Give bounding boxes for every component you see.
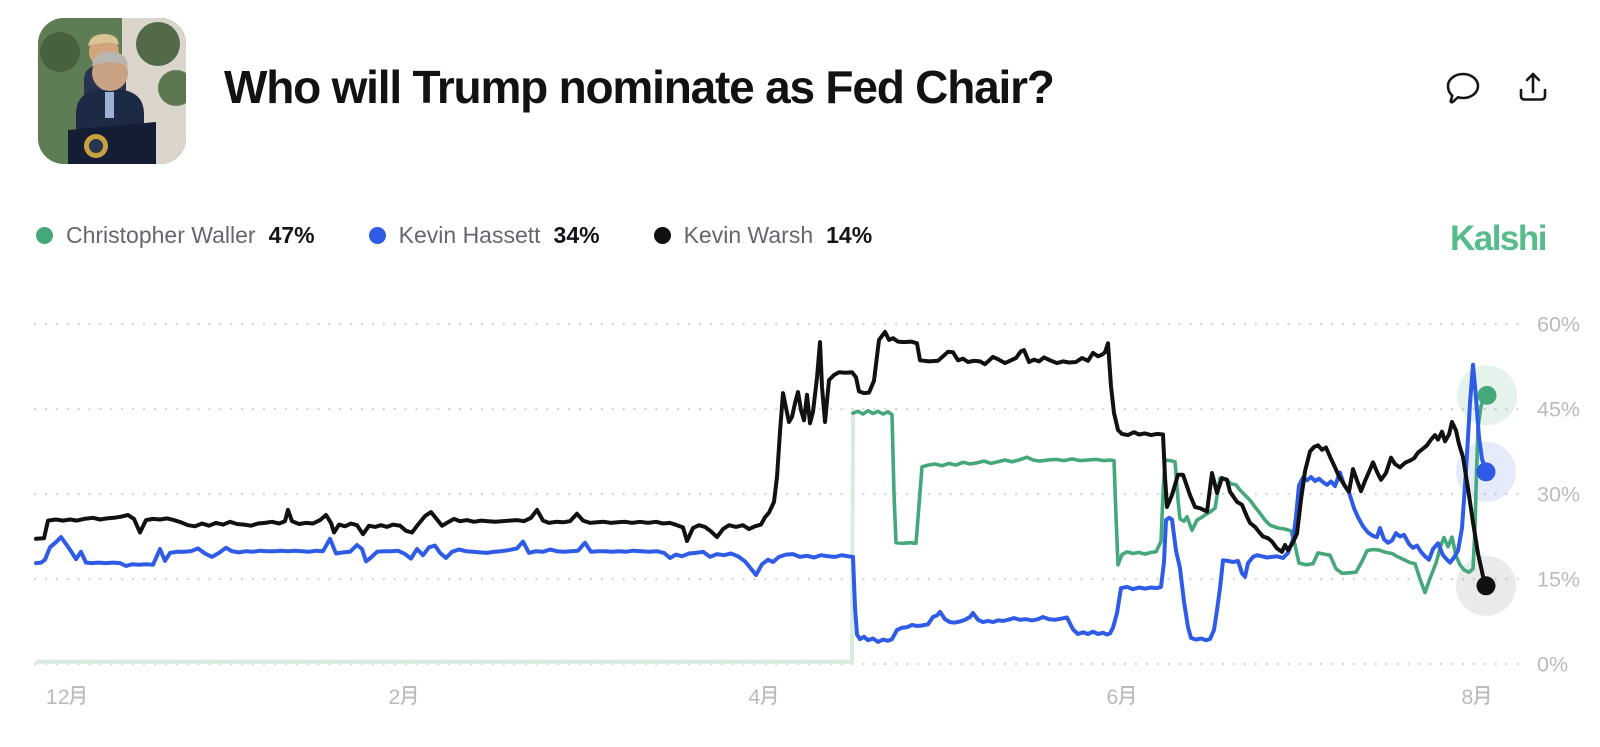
month-glyph-icon bbox=[1118, 686, 1135, 705]
series-line-waller-prelaunch bbox=[36, 412, 855, 664]
end-dot-christopher-waller bbox=[1477, 385, 1497, 405]
legend-item-hassett[interactable]: Kevin Hassett 34% bbox=[368, 222, 600, 249]
x-tick-label: 8 bbox=[1461, 685, 1473, 709]
legend-name: Kevin Warsh bbox=[683, 222, 814, 248]
month-glyph-icon bbox=[69, 686, 85, 705]
month-glyph-icon bbox=[1473, 686, 1490, 705]
hassett-dot-icon bbox=[368, 227, 386, 244]
y-tick-label: 15% bbox=[1537, 568, 1580, 592]
legend-item-warsh[interactable]: Kevin Warsh 14% bbox=[653, 222, 873, 249]
month-glyph-icon bbox=[400, 686, 417, 705]
page-title: Who will Trump nominate as Fed Chair? bbox=[224, 61, 1055, 113]
legend-value: 34% bbox=[553, 222, 600, 248]
comment-button[interactable] bbox=[1442, 68, 1484, 110]
x-tick-label: 2 bbox=[388, 685, 400, 709]
series-line-kevin-hassett bbox=[34, 362, 1488, 644]
warsh-dot-icon bbox=[653, 227, 671, 244]
x-tick-label: 12 bbox=[46, 685, 70, 709]
month-glyph-icon bbox=[760, 686, 777, 705]
thumbnail-illustration bbox=[38, 18, 186, 164]
legend-value: 14% bbox=[826, 222, 873, 248]
x-tick-label: 4 bbox=[748, 685, 760, 709]
end-dot-kevin-hassett bbox=[1476, 462, 1496, 482]
market-thumbnail bbox=[38, 18, 186, 164]
share-button[interactable] bbox=[1512, 68, 1554, 110]
legend: Christopher Waller 47% Kevin Hassett 34%… bbox=[36, 222, 872, 249]
series-line-christopher-waller bbox=[851, 393, 1489, 595]
legend-name: Christopher Waller bbox=[66, 222, 256, 248]
kalshi-logo[interactable]: Kalshi bbox=[1449, 219, 1548, 258]
y-tick-label: 60% bbox=[1537, 313, 1580, 337]
legend-name: Kevin Hassett bbox=[398, 222, 541, 248]
y-tick-label: 45% bbox=[1537, 398, 1580, 422]
x-tick-label: 6 bbox=[1106, 685, 1118, 709]
legend-item-waller[interactable]: Christopher Waller 47% bbox=[36, 222, 315, 249]
waller-dot-icon bbox=[36, 227, 53, 244]
share-icon bbox=[1514, 68, 1552, 111]
y-tick-label: 0% bbox=[1537, 653, 1568, 677]
end-dot-kevin-warsh bbox=[1476, 576, 1496, 596]
series-line-kevin-warsh bbox=[34, 329, 1488, 588]
speech-bubble-icon bbox=[1444, 68, 1482, 111]
y-tick-label: 30% bbox=[1537, 483, 1580, 507]
legend-value: 47% bbox=[268, 222, 315, 248]
header-actions bbox=[1442, 68, 1554, 110]
